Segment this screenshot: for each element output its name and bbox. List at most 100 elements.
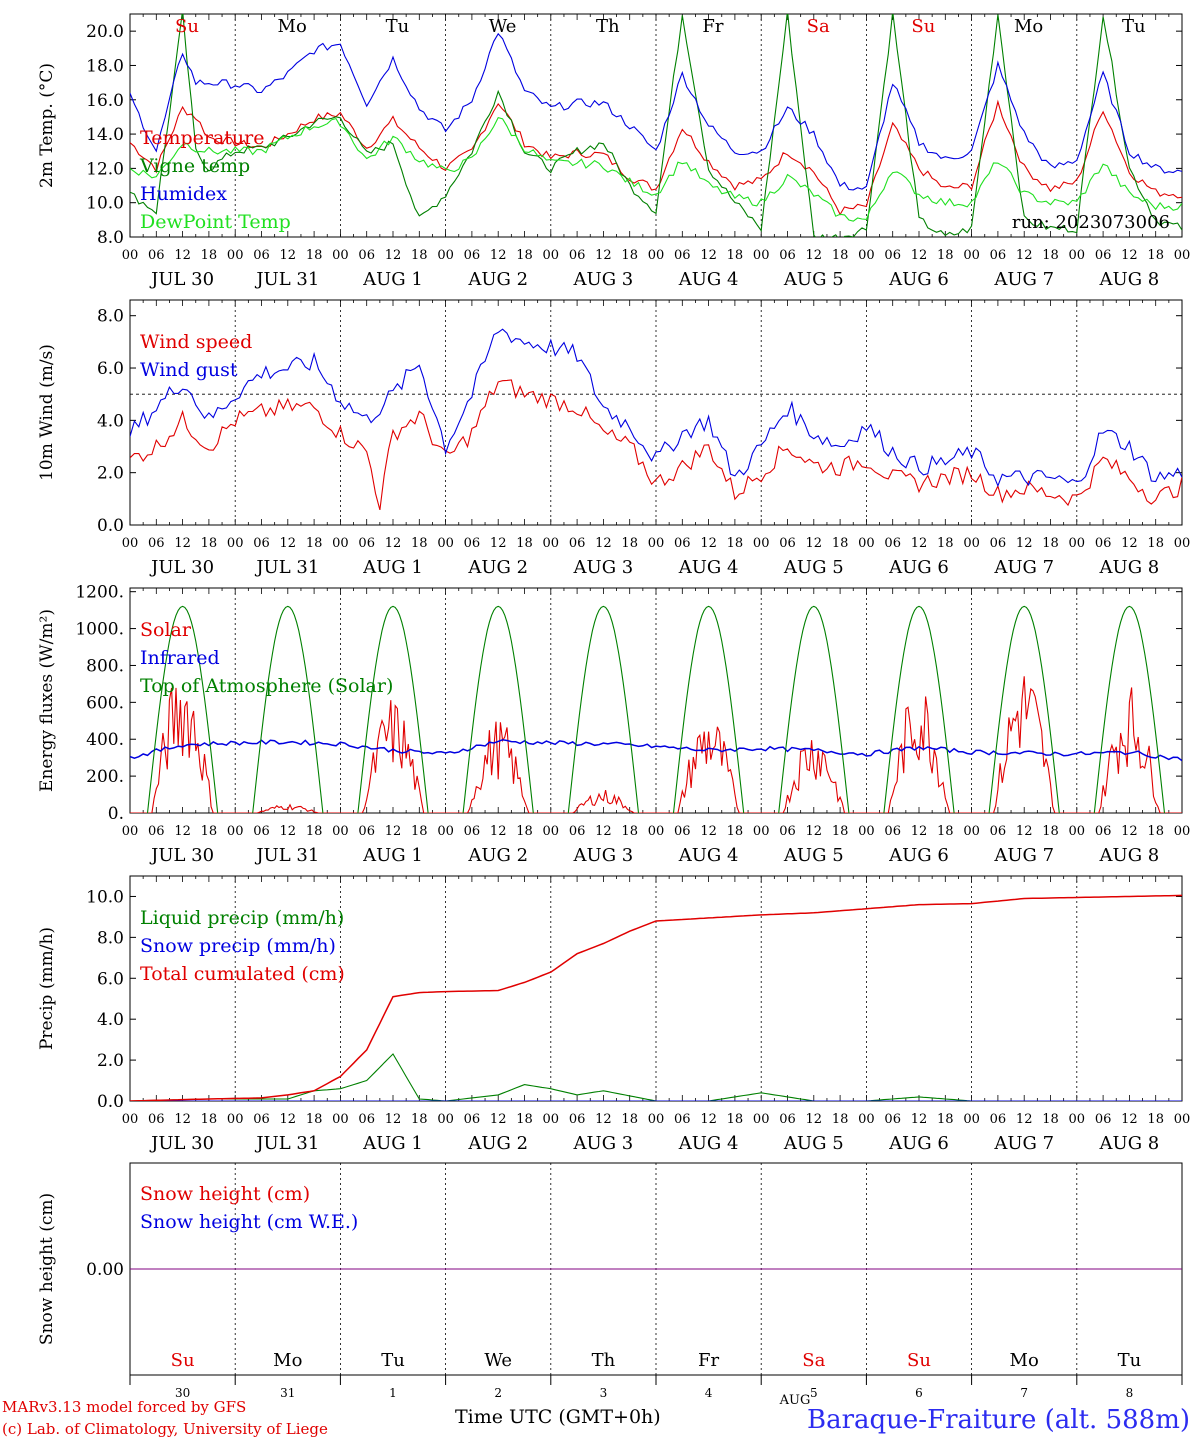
hour-tick-label: 00 — [122, 1112, 139, 1127]
hour-tick-label: 06 — [253, 536, 270, 551]
y-axis-label: Snow height (cm) — [37, 1193, 57, 1345]
date-label: AUG 6 — [888, 1133, 949, 1154]
hour-tick-label: 06 — [779, 824, 796, 839]
hour-tick-label: 12 — [174, 824, 191, 839]
hour-tick-label: 12 — [700, 1112, 717, 1127]
hour-tick-label: 00 — [648, 536, 665, 551]
day-name: Fr — [702, 16, 723, 37]
day-name: We — [484, 1350, 512, 1371]
hour-tick-label: 00 — [122, 536, 139, 551]
series-line-solar — [130, 676, 1182, 813]
legend-entry: Solar — [140, 619, 192, 641]
hour-tick-label: 06 — [1095, 248, 1112, 263]
hour-tick-label: 12 — [1016, 536, 1033, 551]
day-number: 4 — [705, 1386, 713, 1400]
y-tick-label: 1000. — [75, 620, 124, 640]
hour-tick-label: 12 — [595, 248, 612, 263]
hour-tick-label: 06 — [779, 536, 796, 551]
hour-tick-label: 18 — [1042, 824, 1059, 839]
hour-tick-label: 06 — [990, 536, 1007, 551]
hour-tick-label: 00 — [1174, 1112, 1191, 1127]
hour-tick-label: 18 — [621, 1112, 638, 1127]
date-label: AUG 8 — [1099, 845, 1160, 866]
series-line-liquid-precip-mm-h- — [130, 1053, 1182, 1101]
date-label: JUL 30 — [149, 269, 214, 290]
hour-tick-label: 06 — [148, 248, 165, 263]
hour-tick-label: 06 — [779, 1112, 796, 1127]
hour-tick-label: 06 — [1095, 1112, 1112, 1127]
hour-tick-label: 12 — [911, 1112, 928, 1127]
y-tick-label: 2.0 — [97, 464, 124, 484]
date-label: AUG 6 — [888, 269, 949, 290]
series-line-top-of-atmosphere-solar- — [146, 605, 1166, 813]
date-label: AUG 7 — [993, 1133, 1054, 1154]
hour-tick-label: 06 — [569, 1112, 586, 1127]
series-line-total-cumulated-cm- — [130, 894, 1182, 1101]
y-axis-label: Energy fluxes (W/m²) — [37, 609, 57, 792]
hour-tick-label: 12 — [174, 248, 191, 263]
hour-tick-label: 18 — [937, 1112, 954, 1127]
hour-tick-label: 18 — [411, 824, 428, 839]
hour-tick-label: 18 — [1042, 536, 1059, 551]
day-name: Th — [596, 16, 620, 37]
hour-tick-label: 18 — [727, 248, 744, 263]
hour-tick-label: 18 — [727, 824, 744, 839]
y-tick-label: 8.0 — [97, 228, 124, 248]
hour-tick-label: 12 — [700, 248, 717, 263]
day-name: Fr — [698, 1350, 719, 1371]
y-tick-label: 12.0 — [86, 159, 124, 179]
day-number: 8 — [1126, 1386, 1134, 1400]
hour-tick-label: 12 — [595, 824, 612, 839]
hour-tick-label: 06 — [990, 1112, 1007, 1127]
hour-tick-label: 12 — [911, 248, 928, 263]
hour-tick-label: 18 — [411, 1112, 428, 1127]
panel-5: 0.00 Snow height (cm) Snow height (cm) Snow… — [37, 1162, 1183, 1400]
day-number: 6 — [915, 1386, 923, 1400]
legend-entry: Temperature — [140, 127, 264, 149]
day-name: Tu — [386, 16, 410, 37]
hour-tick-label: 06 — [990, 248, 1007, 263]
hour-tick-label: 12 — [385, 1112, 402, 1127]
model-credit: MARv3.13 model forced by GFS — [2, 1398, 246, 1416]
date-label: AUG 4 — [678, 269, 739, 290]
hour-tick-label: 00 — [437, 248, 454, 263]
day-name: Mo — [1014, 16, 1043, 37]
hour-tick-label: 18 — [1147, 824, 1164, 839]
hour-tick-label: 00 — [332, 824, 349, 839]
hour-tick-label: 06 — [884, 248, 901, 263]
hour-tick-label: 06 — [674, 824, 691, 839]
legend-entry: Wind gust — [140, 359, 238, 381]
hour-tick-label: 00 — [1174, 824, 1191, 839]
date-label: AUG 1 — [362, 557, 423, 578]
series-group — [130, 328, 1182, 511]
date-label: JUL 31 — [254, 557, 319, 578]
y-tick-label: 2.0 — [97, 1051, 124, 1071]
series-line-humidex — [130, 32, 1182, 191]
hour-tick-label: 00 — [648, 248, 665, 263]
y-tick-label: 0.0 — [97, 516, 124, 536]
hour-tick-label: 00 — [648, 1112, 665, 1127]
hour-tick-label: 06 — [674, 248, 691, 263]
hour-tick-label: 18 — [201, 824, 218, 839]
hour-tick-label: 18 — [937, 824, 954, 839]
day-name: Tu — [381, 1350, 405, 1371]
y-tick-label: 4.0 — [97, 1010, 124, 1030]
hour-tick-label: 06 — [990, 824, 1007, 839]
hour-tick-label: 18 — [621, 248, 638, 263]
hour-tick-label: 00 — [858, 248, 875, 263]
hour-tick-label: 18 — [1042, 248, 1059, 263]
date-label: AUG 2 — [467, 557, 528, 578]
hour-tick-label: 12 — [1121, 536, 1138, 551]
hour-tick-label: 00 — [1174, 536, 1191, 551]
date-label: AUG 2 — [467, 1133, 528, 1154]
y-tick-label: 4.0 — [97, 411, 124, 431]
hour-tick-label: 12 — [280, 824, 297, 839]
y-axis-label: 10m Wind (m/s) — [37, 344, 57, 481]
date-label: AUG 1 — [362, 269, 423, 290]
y-tick-label: 6.0 — [97, 969, 124, 989]
date-label: JUL 30 — [149, 557, 214, 578]
date-label: AUG 5 — [783, 269, 844, 290]
hour-tick-label: 06 — [464, 1112, 481, 1127]
date-label: JUL 31 — [254, 269, 319, 290]
y-tick-label: 6.0 — [97, 359, 124, 379]
